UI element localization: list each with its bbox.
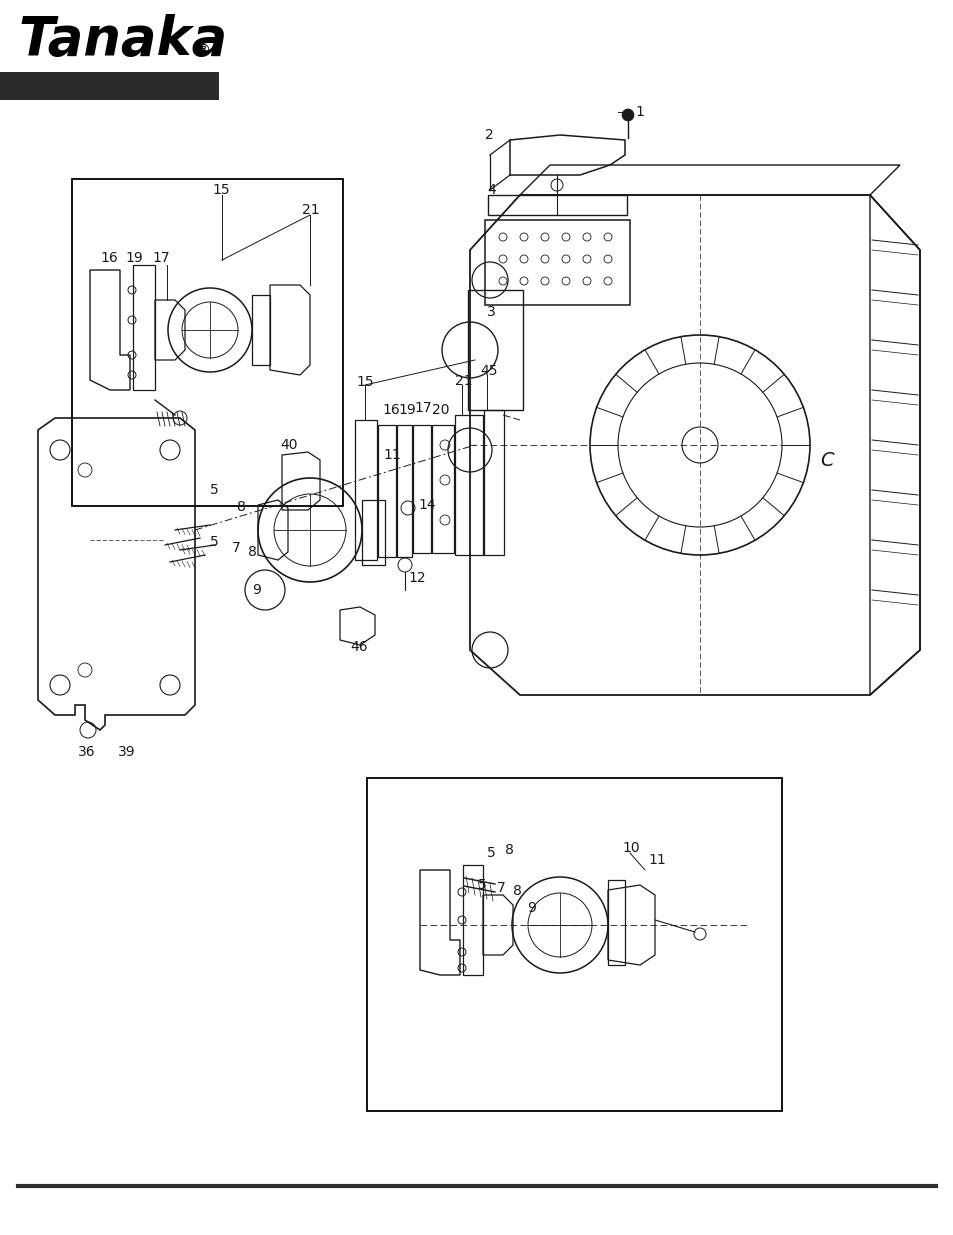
Text: 8: 8: [236, 500, 246, 514]
Bar: [0, 72, 953, 100]
Text: 16: 16: [381, 403, 399, 417]
Text: 12: 12: [408, 571, 425, 585]
Text: 9: 9: [526, 902, 536, 915]
Text: 8: 8: [513, 884, 521, 898]
Text: 5: 5: [477, 878, 486, 892]
Text: 40: 40: [280, 438, 297, 452]
Bar: [468, 290, 522, 410]
Text: 10: 10: [621, 841, 639, 855]
Text: 7: 7: [232, 541, 240, 555]
Bar: [377, 425, 395, 557]
Text: 5: 5: [210, 535, 218, 550]
Text: 9: 9: [252, 583, 260, 597]
Text: 17: 17: [414, 401, 431, 415]
Text: 46: 46: [350, 640, 367, 655]
Text: ®: ®: [195, 43, 210, 58]
Bar: [355, 420, 376, 559]
Bar: [219, 72, 953, 100]
Text: 8: 8: [504, 844, 514, 857]
Bar: [413, 425, 431, 553]
Text: 11: 11: [382, 448, 400, 462]
Text: 19: 19: [397, 403, 416, 417]
Text: 11: 11: [647, 853, 665, 867]
Bar: [71, 179, 343, 506]
Text: 21: 21: [455, 374, 472, 388]
Text: 15: 15: [355, 375, 374, 389]
Text: 14: 14: [417, 498, 436, 513]
Text: 7: 7: [497, 881, 505, 895]
Text: 15: 15: [212, 183, 230, 198]
Text: 36: 36: [78, 745, 95, 760]
Text: 3: 3: [486, 305, 496, 319]
Bar: [367, 778, 781, 1112]
Text: 19: 19: [125, 251, 143, 266]
Text: 8: 8: [248, 545, 256, 559]
Bar: [396, 425, 412, 557]
Text: 5: 5: [210, 483, 218, 496]
Text: C: C: [820, 451, 833, 469]
Text: 4: 4: [486, 183, 496, 198]
Circle shape: [621, 109, 634, 121]
Text: 21: 21: [302, 203, 319, 217]
Text: 5: 5: [486, 846, 496, 860]
Text: 17: 17: [152, 251, 170, 266]
Text: 20: 20: [432, 403, 449, 417]
Bar: [483, 410, 503, 555]
Bar: [455, 415, 482, 555]
Text: 45: 45: [479, 364, 497, 378]
Text: 1: 1: [635, 105, 643, 119]
Text: 16: 16: [100, 251, 117, 266]
Bar: [432, 425, 454, 553]
Text: 39: 39: [118, 745, 135, 760]
Text: 2: 2: [484, 128, 494, 142]
Text: Tanaka: Tanaka: [18, 14, 227, 65]
